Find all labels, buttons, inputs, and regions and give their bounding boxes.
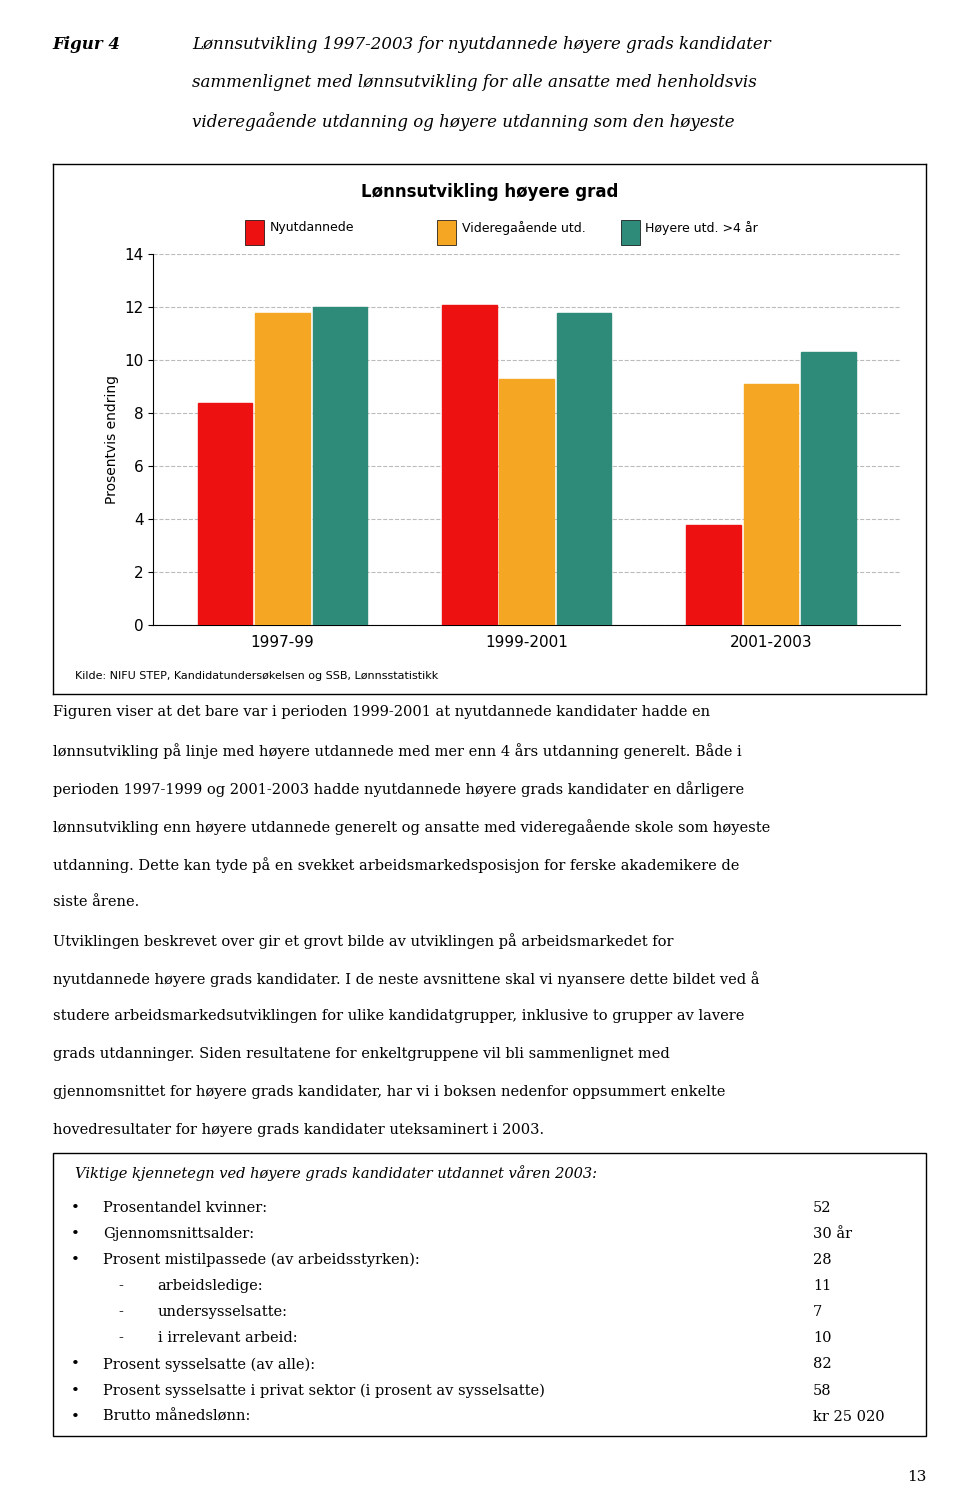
Text: grads utdanninger. Siden resultatene for enkeltgruppene vil bli sammenlignet med: grads utdanninger. Siden resultatene for… — [53, 1047, 669, 1062]
Text: •: • — [70, 1384, 79, 1397]
Text: Kilde: NIFU STEP, Kandidatundersøkelsen og SSB, Lønnsstatistikk: Kilde: NIFU STEP, Kandidatundersøkelsen … — [75, 670, 438, 681]
Bar — [801, 352, 855, 626]
Text: •: • — [70, 1409, 79, 1424]
Text: i irrelevant arbeid:: i irrelevant arbeid: — [157, 1332, 298, 1345]
Text: Høyere utd. >4 år: Høyere utd. >4 år — [645, 221, 757, 234]
Text: siste årene.: siste årene. — [53, 894, 139, 909]
Text: Prosentandel kvinner:: Prosentandel kvinner: — [104, 1200, 268, 1215]
Bar — [686, 524, 741, 626]
Bar — [557, 312, 612, 626]
Text: Lønnsutvikling høyere grad: Lønnsutvikling høyere grad — [361, 182, 618, 200]
Text: lønnsutvikling på linje med høyere utdannede med mer enn 4 års utdanning generel: lønnsutvikling på linje med høyere utdan… — [53, 742, 741, 758]
Text: •: • — [70, 1253, 79, 1268]
Bar — [744, 384, 798, 626]
Text: 52: 52 — [813, 1200, 831, 1215]
Text: gjennomsnittet for høyere grads kandidater, har vi i boksen nedenfor oppsummert : gjennomsnittet for høyere grads kandidat… — [53, 1085, 725, 1099]
Bar — [499, 379, 554, 626]
Text: Videregaående utd.: Videregaående utd. — [462, 221, 586, 234]
Text: •: • — [70, 1227, 79, 1241]
Text: 11: 11 — [813, 1280, 831, 1293]
Text: arbeidsledige:: arbeidsledige: — [157, 1280, 263, 1293]
Text: 7: 7 — [813, 1305, 822, 1320]
FancyBboxPatch shape — [620, 219, 640, 245]
Text: -: - — [118, 1305, 123, 1320]
Text: sammenlignet med lønnsutvikling for alle ansatte med henholdsvis: sammenlignet med lønnsutvikling for alle… — [192, 75, 756, 91]
Text: Prosent sysselsatte i privat sektor (i prosent av sysselsatte): Prosent sysselsatte i privat sektor (i p… — [104, 1384, 545, 1397]
Text: videregaående utdanning og høyere utdanning som den høyeste: videregaående utdanning og høyere utdann… — [192, 112, 734, 131]
FancyBboxPatch shape — [437, 219, 456, 245]
Text: 58: 58 — [813, 1384, 831, 1397]
Text: Lønnsutvikling 1997-2003 for nyutdannede høyere grads kandidater: Lønnsutvikling 1997-2003 for nyutdannede… — [192, 36, 771, 54]
Text: hovedresultater for høyere grads kandidater uteksaminert i 2003.: hovedresultater for høyere grads kandida… — [53, 1123, 544, 1138]
Text: Figuren viser at det bare var i perioden 1999-2001 at nyutdannede kandidater had: Figuren viser at det bare var i perioden… — [53, 705, 710, 718]
Text: utdanning. Dette kan tyde på en svekket arbeidsmarkedsposisjon for ferske akadem: utdanning. Dette kan tyde på en svekket … — [53, 857, 739, 872]
Text: Prosent mistilpassede (av arbeidsstyrken):: Prosent mistilpassede (av arbeidsstyrken… — [104, 1253, 420, 1268]
Text: Utviklingen beskrevet over gir et grovt bilde av utviklingen på arbeidsmarkedet : Utviklingen beskrevet over gir et grovt … — [53, 933, 673, 950]
Text: 82: 82 — [813, 1357, 831, 1372]
Text: lønnsutvikling enn høyere utdannede generelt og ansatte med videregaående skole : lønnsutvikling enn høyere utdannede gene… — [53, 818, 770, 835]
Bar — [442, 305, 496, 626]
Text: Viktige kjennetegn ved høyere grads kandidater utdannet våren 2003:: Viktige kjennetegn ved høyere grads kand… — [75, 1166, 596, 1181]
Text: nyutdannede høyere grads kandidater. I de neste avsnittene skal vi nyansere dett: nyutdannede høyere grads kandidater. I d… — [53, 970, 759, 987]
Text: Nyutdannede: Nyutdannede — [270, 221, 354, 234]
Text: Figur 4: Figur 4 — [53, 36, 121, 54]
Text: undersysselsatte:: undersysselsatte: — [157, 1305, 288, 1320]
Bar — [255, 312, 310, 626]
Text: 30 år: 30 år — [813, 1227, 852, 1241]
Bar — [313, 308, 368, 626]
Text: Prosent sysselsatte (av alle):: Prosent sysselsatte (av alle): — [104, 1357, 316, 1372]
Bar — [198, 403, 252, 626]
Text: Gjennomsnittsalder:: Gjennomsnittsalder: — [104, 1227, 254, 1241]
Text: •: • — [70, 1200, 79, 1215]
Text: 13: 13 — [907, 1471, 926, 1484]
Text: kr 25 020: kr 25 020 — [813, 1409, 884, 1424]
Text: •: • — [70, 1357, 79, 1372]
Text: Brutto månedslønn:: Brutto månedslønn: — [104, 1409, 251, 1424]
Text: -: - — [118, 1332, 123, 1345]
Text: -: - — [118, 1280, 123, 1293]
FancyBboxPatch shape — [245, 219, 264, 245]
Y-axis label: Prosentvis endring: Prosentvis endring — [105, 375, 119, 505]
Text: perioden 1997-1999 og 2001-2003 hadde nyutdannede høyere grads kandidater en dår: perioden 1997-1999 og 2001-2003 hadde ny… — [53, 781, 744, 797]
Text: 10: 10 — [813, 1332, 831, 1345]
Text: 28: 28 — [813, 1253, 831, 1268]
Text: studere arbeidsmarkedsutviklingen for ulike kandidatgrupper, inklusive to gruppe: studere arbeidsmarkedsutviklingen for ul… — [53, 1009, 744, 1023]
